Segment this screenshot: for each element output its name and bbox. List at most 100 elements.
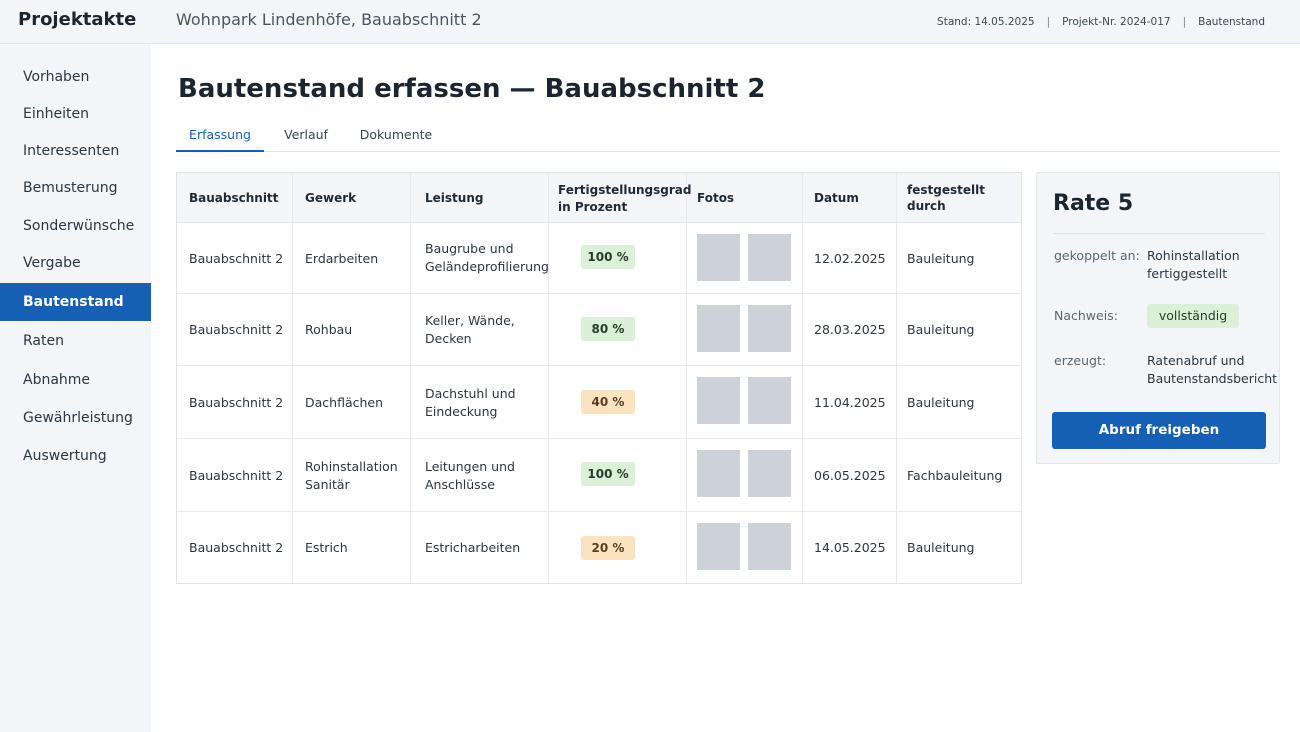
progress-badge: 100 % <box>581 462 635 486</box>
page-title: Bautenstand erfassen — Bauabschnitt 2 <box>178 74 766 104</box>
sidebar-item-bautenstand[interactable]: Bautenstand <box>0 283 151 321</box>
cell-leistung-line2: Anschlüsse <box>425 477 495 492</box>
erzeugt-value-line2: Bautenstandsbericht <box>1147 371 1278 386</box>
meta-separator: | <box>1182 16 1187 28</box>
header-gewerk[interactable]: Gewerk <box>305 191 357 205</box>
sidebar-item-sonderwuensche[interactable]: Sonderwünsche <box>23 218 135 234</box>
column-divider <box>686 173 687 583</box>
cell-festgestellt-durch: Bauleitung <box>907 251 975 266</box>
cell-festgestellt-durch: Bauleitung <box>907 322 975 337</box>
column-divider <box>548 173 549 583</box>
header-datum[interactable]: Datum <box>814 191 859 205</box>
progress-badge: 40 % <box>581 390 635 414</box>
cell-gewerk-line2: Sanitär <box>305 477 350 492</box>
cell-bauabschnitt: Bauabschnitt 2 <box>189 467 284 483</box>
sidebar: Vorhaben Einheiten Interessenten Bemuste… <box>0 44 151 732</box>
cell-leistung-line2: Decken <box>425 331 472 346</box>
sidebar-item-gewaehrleistung[interactable]: Gewährleistung <box>23 410 133 426</box>
cell-leistung: Estricharbeiten <box>425 540 521 555</box>
sidebar-item-abnahme[interactable]: Abnahme <box>23 372 91 388</box>
cell-datum: 06.05.2025 <box>814 467 886 483</box>
cell-datum: 14.05.2025 <box>814 540 886 555</box>
meta-separator: | <box>1046 16 1051 28</box>
cell-gewerk: Rohinstallation <box>305 459 398 474</box>
cell-bauabschnitt: Bauabschnitt 2 <box>189 394 284 410</box>
header-fertigstellungsgrad-unit: in Prozent <box>558 199 628 214</box>
cell-festgestellt-durch: Bauleitung <box>907 540 975 555</box>
cell-leistung: Leitungen und <box>425 459 515 474</box>
rate-title: Rate 5 <box>1053 191 1134 216</box>
cell-leistung: Keller, Wände, <box>425 313 515 328</box>
sidebar-item-raten[interactable]: Raten <box>23 333 64 349</box>
table-header <box>177 173 1021 223</box>
row-divider <box>177 511 1021 512</box>
tab-bar: Erfassung Verlauf Dokumente <box>176 118 1280 152</box>
cell-leistung-line2: Geländeprofilierung <box>425 259 549 274</box>
cell-datum: 28.03.2025 <box>814 322 886 337</box>
erzeugt-label: erzeugt: <box>1054 353 1107 368</box>
cell-bauabschnitt: Bauabschnitt 2 <box>189 251 284 266</box>
top-bar: Projektakte Wohnpark Lindenhöfe, Bauabsc… <box>0 0 1300 44</box>
cell-gewerk: Estrich <box>305 540 348 555</box>
stand-date: Stand: 14.05.2025 <box>937 16 1035 28</box>
tab-erfassung[interactable]: Erfassung <box>176 118 264 152</box>
nachweis-status-badge: vollständig <box>1147 304 1239 328</box>
sidebar-item-auswertung[interactable]: Auswertung <box>23 448 107 464</box>
header-leistung[interactable]: Leistung <box>425 191 484 205</box>
photo-thumbnail[interactable] <box>697 523 740 570</box>
sidebar-item-vergabe[interactable]: Vergabe <box>23 255 81 271</box>
cell-datum: 12.02.2025 <box>814 251 886 266</box>
current-section: Bautenstand <box>1198 16 1265 28</box>
column-divider <box>802 173 803 583</box>
progress-badge: 100 % <box>581 245 635 269</box>
column-divider <box>292 173 293 583</box>
header-festgestellt-durch[interactable]: festgestellt durch <box>907 183 985 213</box>
photo-thumbnail[interactable] <box>697 305 740 352</box>
photo-thumbnail[interactable] <box>748 523 791 570</box>
sidebar-item-interessenten[interactable]: Interessenten <box>23 143 120 159</box>
cell-gewerk: Erdarbeiten <box>305 251 379 266</box>
bautenstand-table: Bauabschnitt Gewerk Leistung Fertigstell… <box>176 172 1022 584</box>
sidebar-item-bemusterung[interactable]: Bemusterung <box>23 180 118 196</box>
row-divider <box>177 365 1021 366</box>
progress-badge: 20 % <box>581 536 635 560</box>
gekoppelt-value-line2: fertiggestellt <box>1147 266 1228 281</box>
header-bauabschnitt[interactable]: Bauabschnitt <box>189 191 279 205</box>
sidebar-item-einheiten[interactable]: Einheiten <box>23 106 89 122</box>
cell-festgestellt-durch: Fachbauleitung <box>907 467 1003 483</box>
header-fotos[interactable]: Fotos <box>697 191 735 205</box>
photo-thumbnail[interactable] <box>748 305 791 352</box>
project-number: Projekt-Nr. 2024-017 <box>1062 16 1171 28</box>
column-divider <box>896 173 897 583</box>
abruf-freigeben-button[interactable]: Abruf freigeben <box>1052 412 1266 449</box>
gekoppelt-label: gekoppelt an: <box>1054 248 1140 263</box>
tab-dokumente[interactable]: Dokumente <box>359 127 433 142</box>
cell-gewerk: Rohbau <box>305 322 353 337</box>
cell-bauabschnitt: Bauabschnitt 2 <box>189 322 284 337</box>
erzeugt-value: Ratenabruf und <box>1147 353 1245 368</box>
cell-festgestellt-durch: Bauleitung <box>907 394 975 410</box>
cell-bauabschnitt: Bauabschnitt 2 <box>189 540 284 555</box>
progress-badge: 80 % <box>581 317 635 341</box>
tab-verlauf[interactable]: Verlauf <box>284 127 328 142</box>
photo-thumbnail[interactable] <box>697 450 740 497</box>
project-meta: Stand: 14.05.2025 | Projekt-Nr. 2024-017… <box>937 16 1265 28</box>
row-divider <box>177 438 1021 439</box>
sidebar-item-vorhaben[interactable]: Vorhaben <box>23 69 90 85</box>
photo-thumbnail[interactable] <box>697 234 740 281</box>
photo-thumbnail[interactable] <box>697 377 740 424</box>
photo-thumbnail[interactable] <box>748 450 791 497</box>
header-fertigstellungsgrad[interactable]: Fertigstellungsgrad <box>558 182 692 197</box>
cell-gewerk: Dachflächen <box>305 394 384 410</box>
cell-leistung: Baugrube und <box>425 241 514 256</box>
app-title: Projektakte <box>18 9 137 30</box>
photo-thumbnail[interactable] <box>748 377 791 424</box>
column-divider <box>410 173 411 583</box>
project-name: Wohnpark Lindenhöfe, Bauabschnitt 2 <box>176 10 482 29</box>
cell-leistung: Dachstuhl und <box>425 386 516 401</box>
rate-panel: Rate 5 gekoppelt an: Rohinstallation fer… <box>1036 172 1280 464</box>
photo-thumbnail[interactable] <box>748 234 791 281</box>
cell-leistung-line2: Eindeckung <box>425 404 498 419</box>
nachweis-label: Nachweis: <box>1054 308 1118 323</box>
row-divider <box>177 293 1021 294</box>
